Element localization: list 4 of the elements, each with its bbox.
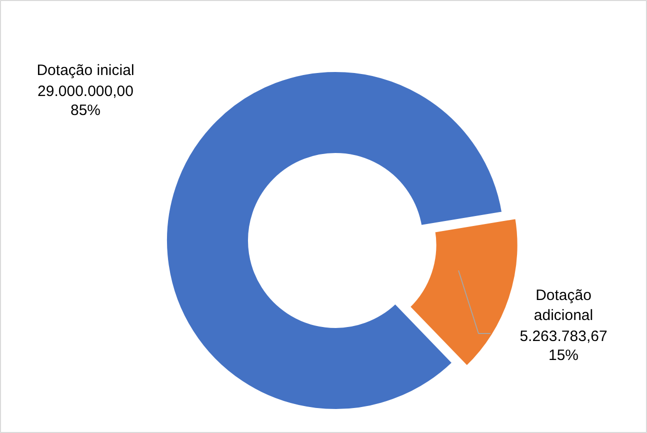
data-label: 29.000.000,00 85%	[38, 83, 134, 119]
slice-label: Dotação inicial	[36, 62, 134, 79]
slice-label: Dotação adicional	[534, 287, 594, 324]
data-label: 5.263.783,67 15%	[520, 328, 608, 364]
